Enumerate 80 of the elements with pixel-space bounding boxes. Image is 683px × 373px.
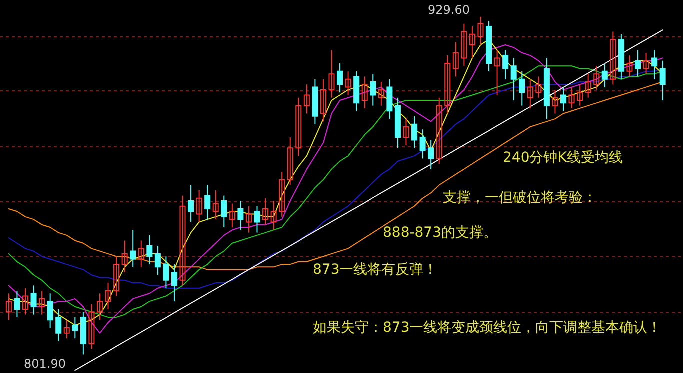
candlestick [626,55,633,78]
candlestick [552,89,558,114]
candlestick [610,31,616,86]
candlestick [287,137,294,186]
candlestick [328,50,335,98]
candlestick [262,198,269,226]
candlestick [6,293,12,321]
candlestick [428,140,434,170]
candlestick [304,84,310,114]
candlestick [138,240,144,268]
candlestick [536,76,542,98]
candlestick [171,264,178,302]
candlestick [204,184,211,220]
candlestick [370,74,376,106]
candlestick [72,316,78,340]
candlestick [146,234,153,266]
candlestick [461,23,468,67]
candlestick [452,42,459,78]
candlestick [469,26,476,59]
candlestick [96,293,103,321]
candlestick [188,184,194,223]
candlestick [122,240,128,273]
candlestick [14,290,20,318]
candlestick [652,50,658,80]
candlestick [378,82,384,106]
candlestick [246,206,252,234]
annotation: 888-873的支撑。 [383,225,498,241]
candlestick [229,203,236,228]
candlestick [568,86,575,109]
candlestick [270,200,277,231]
candlestick [196,190,202,223]
candlestick [634,50,641,78]
candlestick [221,195,228,228]
candlestick [660,60,666,102]
annotation: 873一线将有反弹！ [313,262,438,278]
candlestick [362,76,368,109]
candlestick [602,62,608,88]
candlestick [22,288,28,316]
candlestick [154,246,161,276]
annotation: 如果失守：873一线将变成颈线位，向下调整基本确认！ [313,320,662,336]
candlestick [594,66,600,90]
candlestick [320,78,326,122]
candlestick [527,78,534,109]
candlestick [444,55,451,114]
candlestick [502,50,509,80]
annotation: 支撑，一但破位将考验： [443,190,597,206]
candlestick [386,78,393,120]
candlestick [212,190,219,220]
candlestick [180,195,186,286]
candlestick [560,86,566,112]
candlestick [478,16,484,46]
annotation: 240分钟K线受均线 [503,150,623,166]
candlestick [238,200,244,231]
candlestick [519,70,526,106]
candlestick [403,118,410,146]
candlestick [643,52,650,75]
annotation: 929.60 [428,3,470,17]
candlestick [436,97,442,165]
candlestick [39,290,46,316]
candlestick [47,293,54,329]
candlestick [345,70,352,96]
candlestick [88,304,95,350]
candlestick [163,256,170,289]
annotation: 801.90 [24,357,66,371]
candlestick [130,230,136,268]
candlestick [585,74,592,98]
candlestick [420,129,426,160]
candlestick [494,50,500,96]
candlestick [296,97,302,157]
candlestick [56,309,62,342]
candlestick [114,256,120,297]
candlestick [510,58,517,102]
candlestick [337,62,344,94]
candlestick [30,285,37,316]
candlestick [64,320,70,340]
candlestick [105,282,112,310]
candlestick [577,84,584,106]
candlestick [412,116,418,149]
candlestick [254,206,260,234]
candlestick [279,171,286,218]
